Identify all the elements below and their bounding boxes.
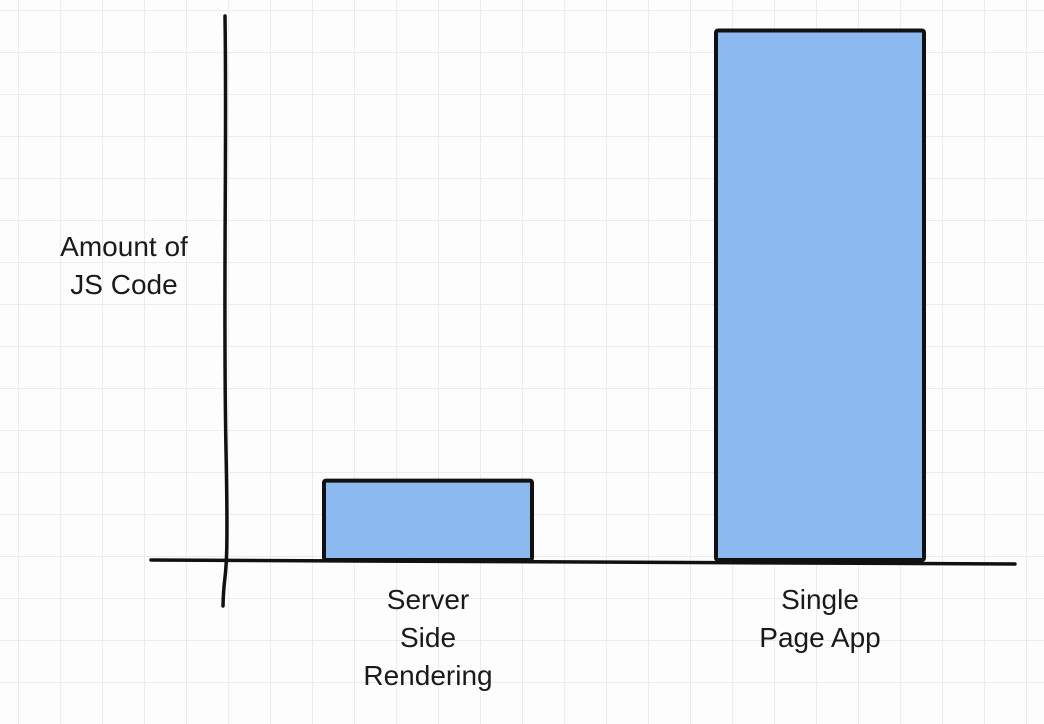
y-axis-label: Amount of JS Code [60,231,188,300]
x-tick-label-2: Single Page App [759,584,880,653]
x-tick-label-line: Rendering [363,660,492,691]
x-tick-label-1: Server Side Rendering [363,584,492,691]
bar-1 [322,478,534,563]
x-tick-label-line: Side [400,622,456,653]
x-tick-label-line: Single [781,584,859,615]
y-axis-label-line: JS Code [70,269,177,300]
bars-layer [322,28,926,563]
x-tick-labels: Server Side Rendering Single Page App [363,584,880,691]
x-tick-label-line: Server [387,584,469,615]
bar-2 [714,28,926,562]
y-axis-label-line: Amount of [60,231,188,262]
axes-layer [149,14,1017,608]
x-tick-label-line: Page App [759,622,880,653]
x-axis-line [149,558,1017,566]
y-axis-line [221,14,229,608]
